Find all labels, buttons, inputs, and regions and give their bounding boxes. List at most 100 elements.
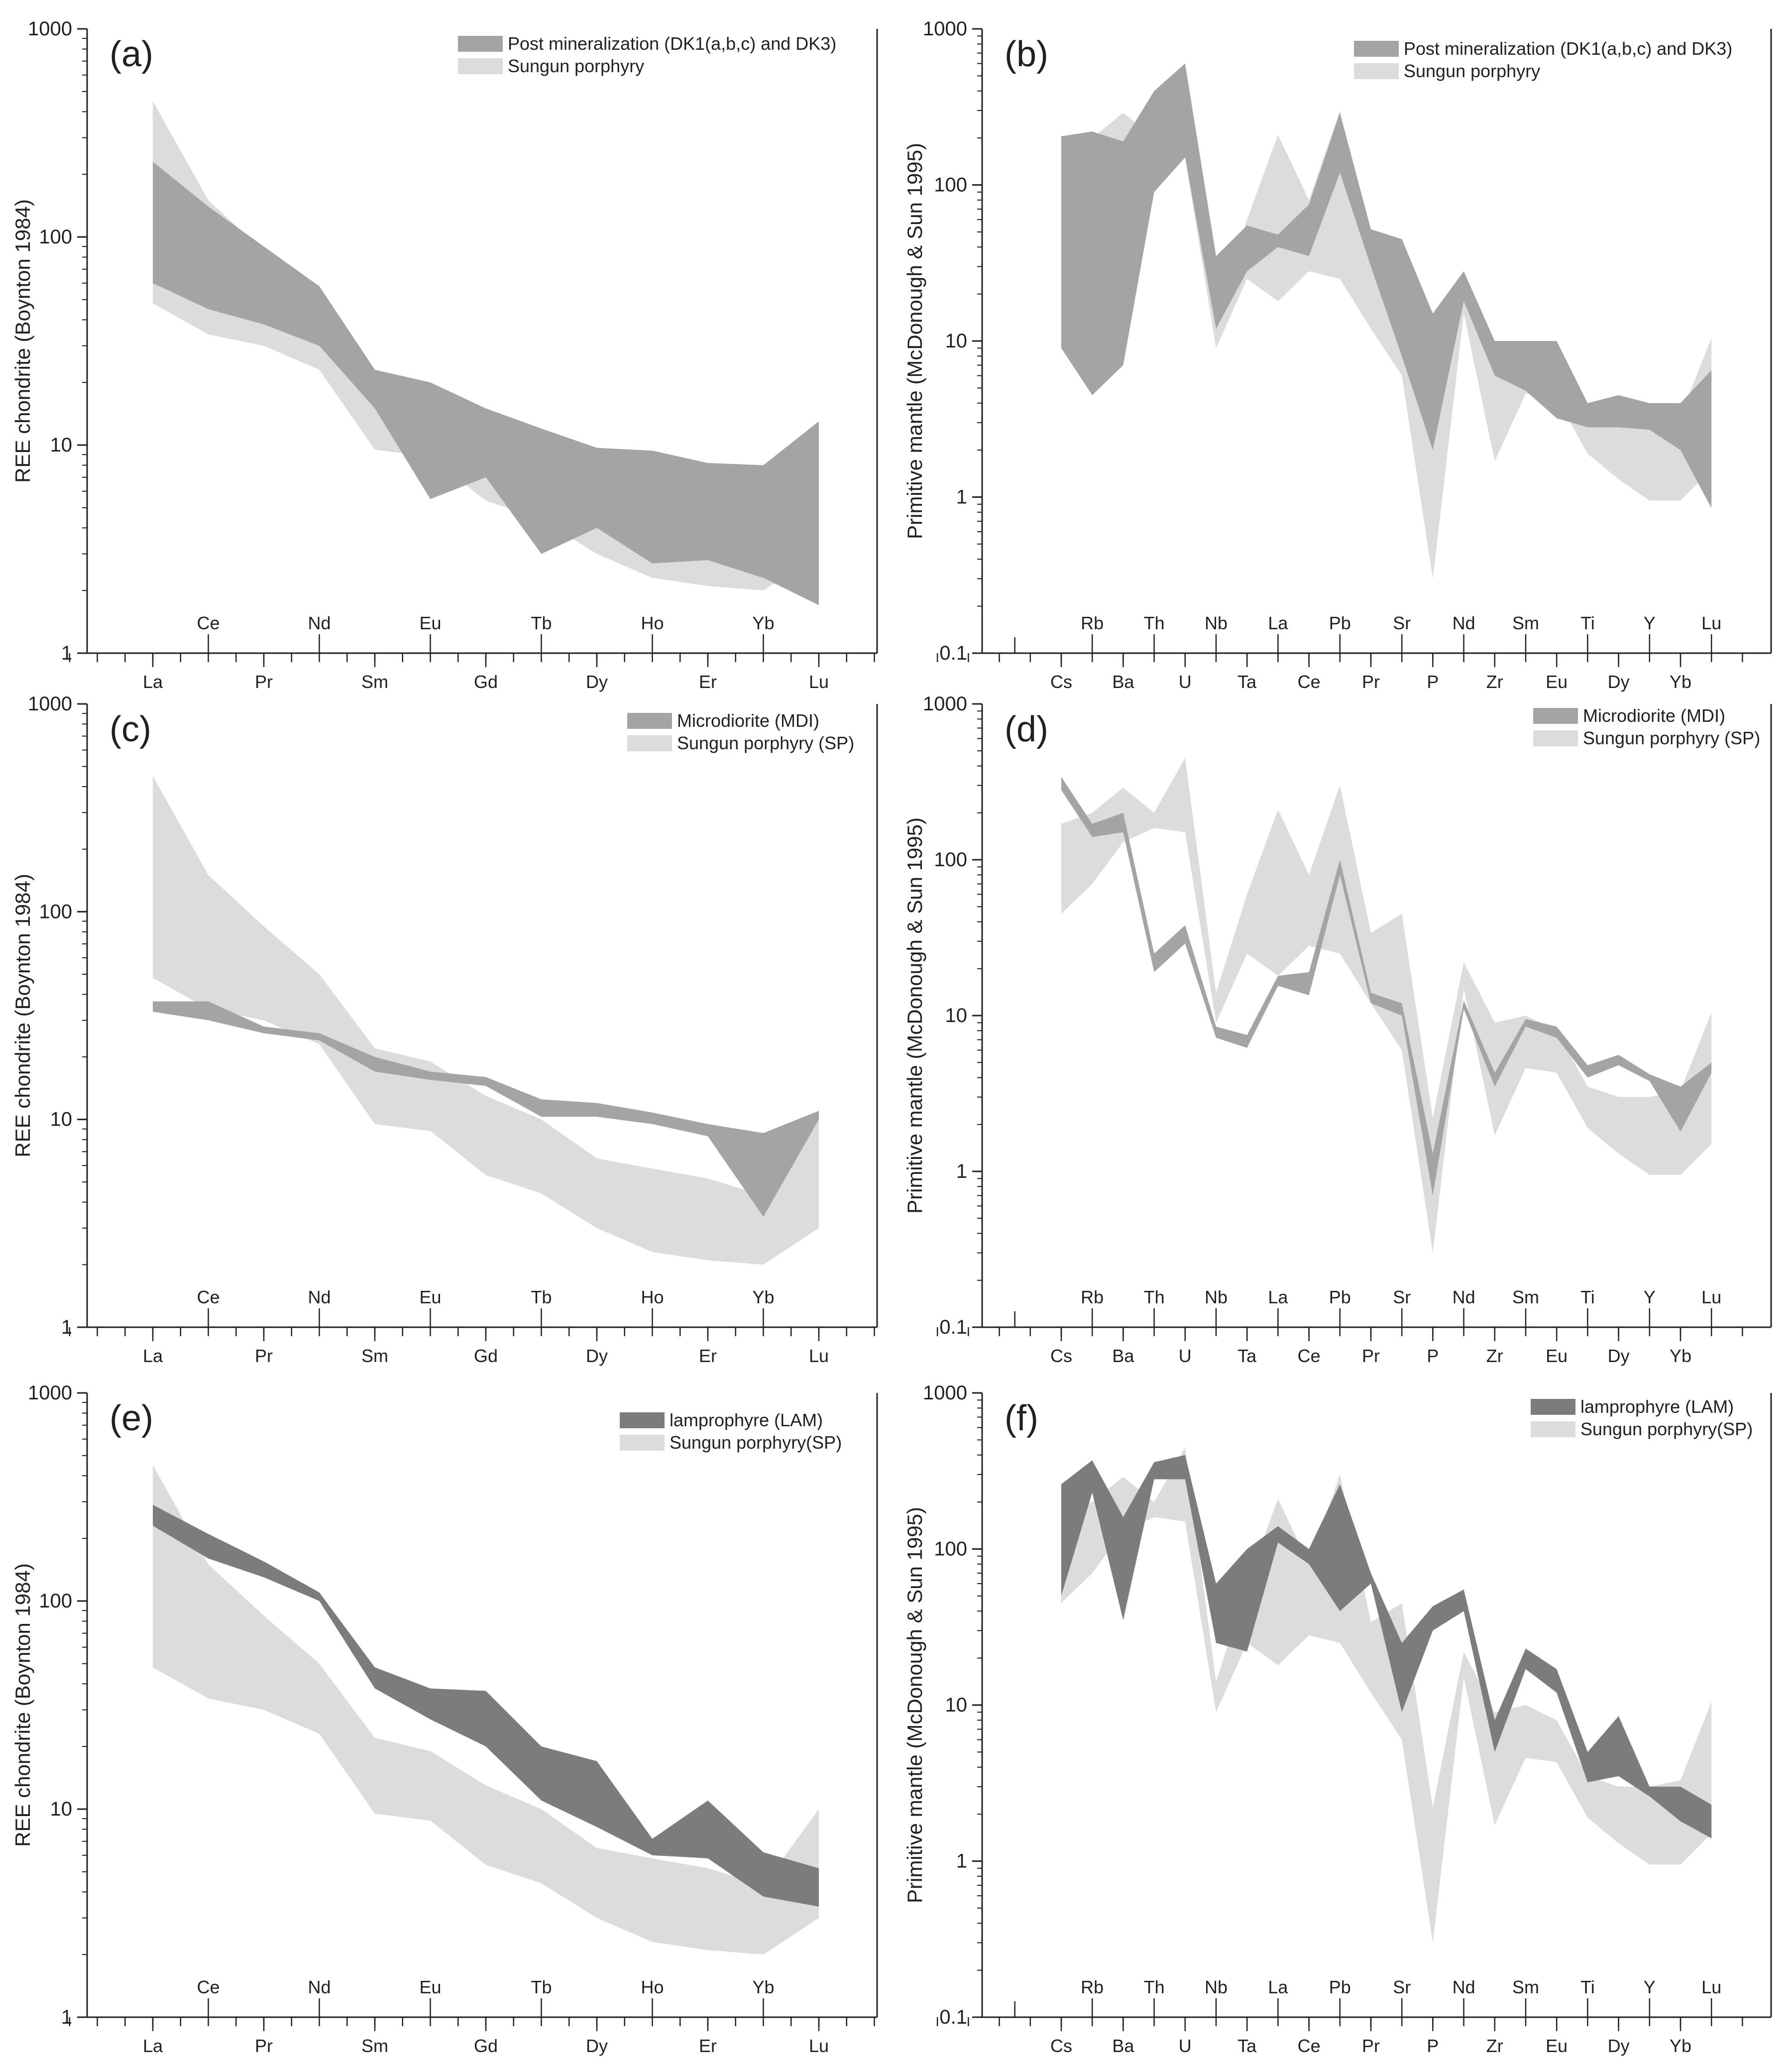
legend-swatch (458, 36, 503, 52)
series-band-5-1 (1061, 1455, 1712, 1838)
x-tick-label: Pb (1329, 1977, 1351, 1997)
x-tick-label: Yb (752, 1287, 774, 1307)
x-tick-label: Zr (1486, 1346, 1503, 1366)
chart-panel-3: 0.1 1 10 100 1000 Cs Rb Ba Th U Nb Ta La Ce Pb Pr Sr P Nd Z… (903, 693, 1772, 1366)
x-tick-label: Lu (809, 2036, 829, 2056)
x-tick-label: Pr (1362, 1346, 1380, 1366)
x-tick-label: Eu (419, 1287, 441, 1307)
y-tick-label: 10 (50, 1109, 73, 1131)
legend-swatch (1533, 730, 1578, 746)
series-band-5-0 (1061, 1447, 1712, 1943)
x-tick-label: Dy (1608, 672, 1630, 692)
x-tick-label: La (1268, 1287, 1288, 1307)
x-tick-label: Nd (308, 1287, 331, 1307)
x-tick-label: Sr (1393, 1287, 1411, 1307)
y-tick-label: 100 (934, 849, 967, 871)
x-tick-label: Pb (1329, 1287, 1351, 1307)
y-tick-label: 1 (61, 1316, 72, 1338)
x-tick-label: Dy (1608, 1346, 1630, 1366)
legend-swatch (1533, 708, 1578, 724)
x-tick-label: Y (1644, 613, 1656, 633)
x-tick-label: Pr (1362, 672, 1380, 692)
x-tick-label: Ta (1237, 1346, 1257, 1366)
legend-label: Microdiorite (MDI) (677, 710, 819, 731)
y-tick-label: 1000 (923, 693, 967, 715)
chart-panel-0: 1 10 100 1000 La Ce Pr Nd Sm Eu Gd Tb Dy Ho Er Yb Lu REE … (11, 18, 878, 692)
y-tick-label: 0.1 (939, 2006, 967, 2028)
legend-swatch (1531, 1399, 1575, 1415)
x-tick-label: Gd (474, 1346, 498, 1366)
x-tick-label: Sm (361, 1346, 388, 1366)
x-tick-label: Nd (308, 613, 331, 633)
y-tick-label: 10 (945, 1005, 968, 1027)
series-band-4-0 (153, 1465, 819, 1955)
legend-swatch (627, 713, 672, 729)
x-tick-label: La (143, 1346, 163, 1366)
panel-label: (f) (1005, 1398, 1038, 1438)
x-tick-label: Sm (361, 2036, 388, 2056)
x-tick-label: Lu (809, 1346, 829, 1366)
x-tick-label: Ho (641, 613, 664, 633)
legend-swatch (1531, 1421, 1575, 1437)
x-tick-label: Eu (419, 1977, 441, 1997)
x-tick-label: Pr (255, 672, 273, 692)
x-tick-label: Zr (1486, 672, 1503, 692)
x-tick-label: Ti (1580, 1977, 1595, 1997)
legend-swatch (627, 735, 672, 751)
x-tick-label: Y (1644, 1977, 1656, 1997)
x-tick-label: Nd (308, 1977, 331, 1997)
x-tick-label: Nd (1453, 1287, 1475, 1307)
legend-swatch (620, 1435, 665, 1451)
y-tick-label: 100 (39, 1590, 72, 1612)
legend-label: Sungun porphyry(SP) (670, 1432, 842, 1453)
x-tick-label: Ho (641, 1287, 664, 1307)
x-tick-label: Er (699, 1346, 717, 1366)
series-band-2-1 (153, 1001, 819, 1217)
y-tick-label: 10 (945, 1694, 968, 1716)
y-tick-label: 1000 (923, 1382, 967, 1404)
legend-swatch (458, 58, 503, 74)
x-tick-label: Er (699, 672, 717, 692)
x-tick-label: Tb (531, 1287, 552, 1307)
legend-label: Sungun porphyry (508, 56, 644, 76)
y-tick-label: 1 (956, 486, 967, 508)
x-tick-label: Lu (809, 672, 829, 692)
chart-panel-1: 0.1 1 10 100 1000 Cs Rb Ba Th U Nb Ta La Ce Pb Pr Sr P Nd Z… (903, 18, 1772, 692)
series-band-0-1 (153, 161, 819, 605)
x-tick-label: P (1427, 1346, 1439, 1366)
x-tick-label: Ce (197, 1287, 220, 1307)
y-tick-label: 1 (61, 642, 72, 664)
x-tick-label: Yb (752, 1977, 774, 1997)
series-band-1-1 (1061, 63, 1712, 508)
series-band-1-0 (1061, 83, 1712, 579)
x-tick-label: Nd (1453, 1977, 1475, 1997)
y-axis-title: REE chondrite (Boynton 1984) (11, 1563, 34, 1847)
y-tick-label: 1000 (28, 1382, 72, 1404)
y-tick-label: 100 (934, 174, 967, 196)
x-tick-label: Rb (1081, 1287, 1104, 1307)
x-tick-label: Ce (197, 1977, 220, 1997)
y-tick-label: 10 (50, 434, 73, 456)
x-tick-label: Sm (1512, 1287, 1539, 1307)
x-tick-label: Sr (1393, 613, 1411, 633)
y-axis-title: Primitive mantle (McDonough & Sun 1995) (903, 143, 926, 539)
x-tick-label: Ba (1112, 672, 1134, 692)
x-tick-label: Ba (1112, 2036, 1134, 2056)
x-tick-label: La (143, 672, 163, 692)
x-tick-label: Dy (586, 2036, 608, 2056)
x-tick-label: Ti (1580, 1287, 1595, 1307)
x-tick-label: Th (1144, 1977, 1165, 1997)
x-tick-label: Tb (531, 613, 552, 633)
x-tick-label: Ce (1298, 2036, 1321, 2056)
panel-label: (d) (1005, 709, 1048, 749)
x-tick-label: Ce (1298, 1346, 1321, 1366)
x-tick-label: U (1179, 2036, 1192, 2056)
series-band-4-1 (153, 1504, 819, 1907)
legend-label: Sungun porphyry (1404, 61, 1540, 81)
y-axis-title: Primitive mantle (McDonough & Sun 1995) (903, 817, 926, 1214)
x-tick-label: La (1268, 613, 1288, 633)
x-tick-label: La (1268, 1977, 1288, 1997)
legend-swatch (620, 1412, 665, 1428)
legend-swatch (1354, 63, 1399, 79)
